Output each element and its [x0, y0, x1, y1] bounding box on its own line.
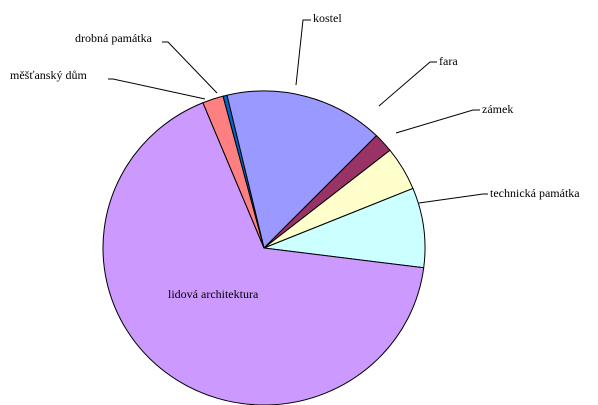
label-lidova-architektura: lidová architektura [168, 287, 259, 301]
slice-labels: kostel fara zámek technická památka lido… [10, 11, 580, 301]
leader-kostel [295, 19, 311, 86]
label-leaders [108, 19, 488, 204]
label-technicka-pamatka: technická památka [490, 186, 580, 200]
label-drobna-pamatka: drobná památka [75, 31, 153, 45]
label-zamek: zámek [482, 102, 513, 116]
label-kostel: kostel [313, 11, 342, 25]
leader-zamek [395, 109, 480, 134]
label-mestansky-dum: měšťanský dům [10, 68, 87, 82]
leader-fara [378, 61, 437, 107]
leader-drobna-pamatka [162, 41, 218, 94]
label-fara: fara [439, 54, 458, 68]
pie-slice-0 [226, 90, 378, 249]
pie-slice-4 [102, 102, 425, 405]
leader-technicka-pamatka [418, 193, 488, 204]
leader-mestansky-dum [108, 78, 206, 100]
pie-slices [102, 90, 426, 405]
pie-slice-6 [222, 94, 265, 249]
